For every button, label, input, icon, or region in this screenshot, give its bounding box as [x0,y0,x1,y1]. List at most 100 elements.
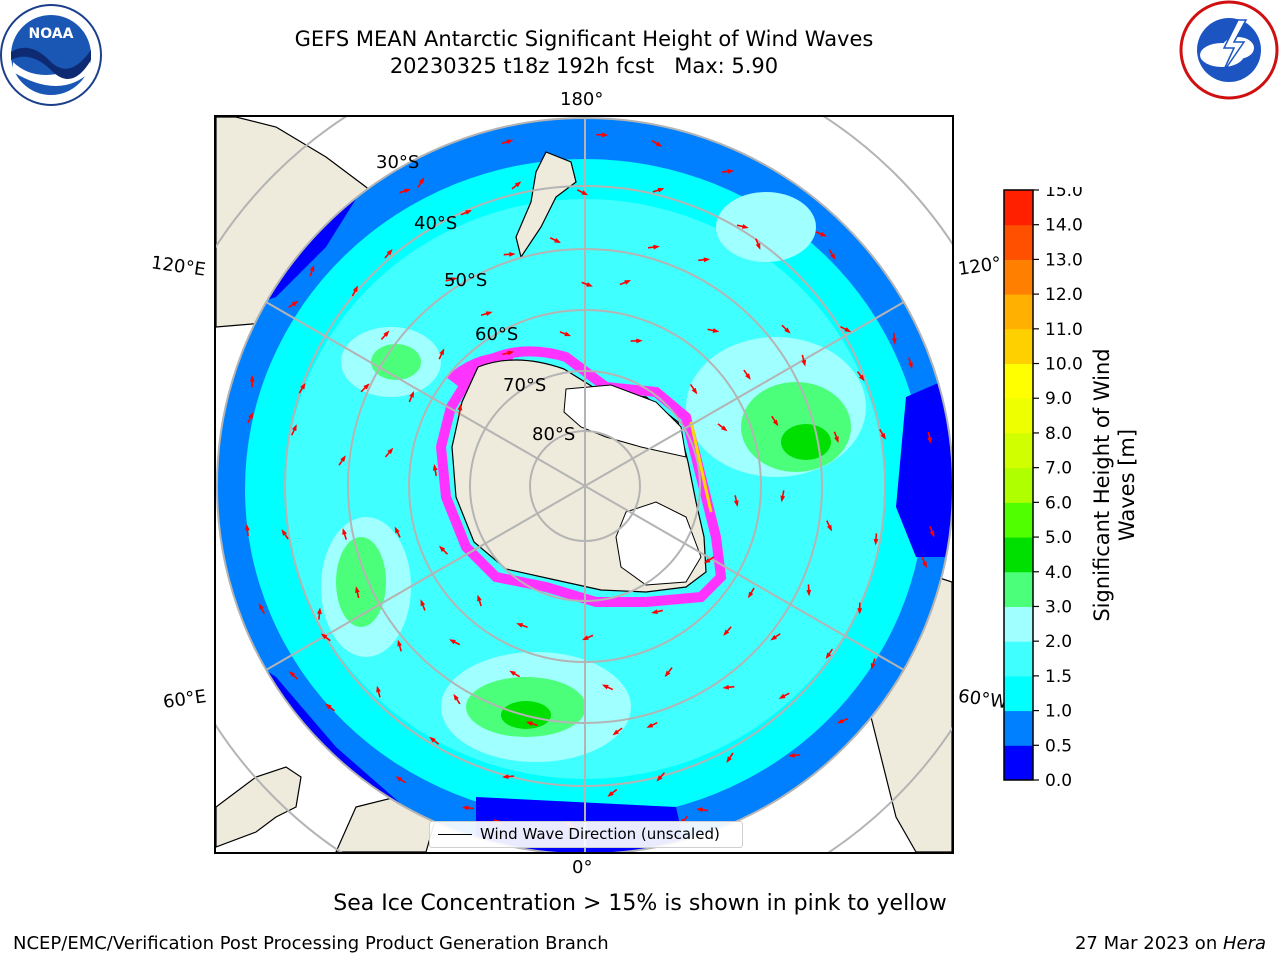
wave-direction-arrow [376,685,381,698]
colorbar-label: Significant Height of Wind Waves [m] [1090,348,1139,622]
wave-direction-arrow [394,526,401,538]
map-legend: Wind Wave Direction (unscaled) [429,821,743,848]
wave-direction-arrow [380,330,390,341]
wave-direction-arrow [873,533,879,546]
colorbar-segment [1004,571,1033,607]
colorbar-segment [1004,606,1033,642]
wave-direction-arrow [449,639,461,646]
wave-direction-arrow [245,524,250,537]
colorbar-segment [1004,467,1033,503]
colorbar-segment [1004,745,1033,781]
wave-direction-arrow [438,545,449,555]
wave-direction-arrow [722,684,735,690]
wave-direction-arrow [281,529,289,540]
colorbar-tick-label: 1.0 [1045,702,1072,722]
wave-direction-arrow [288,300,299,309]
wave-direction-arrow [320,633,331,642]
wave-direction-arrow [309,264,315,277]
land-new-zealand [515,151,577,259]
colorbar-segment [1004,363,1033,399]
wave-direction-arrow [651,609,664,614]
sea-ice-note: Sea Ice Concentration > 15% is shown in … [333,891,947,916]
colorbar-segment [1004,398,1033,434]
wave-direction-arrow [815,231,827,237]
wave-direction-arrow [338,455,346,466]
graticule [216,117,952,852]
land-africa [216,766,302,848]
wave-direction-arrow [509,670,521,678]
legend-label: Wind Wave Direction (unscaled) [480,825,720,843]
wave-direction-arrow [438,348,445,360]
lat-label-30s: 30°S [376,152,420,173]
wave-direction-arrow [696,807,709,813]
footer-credit: NCEP/EMC/Verification Post Processing Pr… [13,933,609,954]
colorbar-tick-label: 11.0 [1045,320,1083,340]
wave-direction-arrow [429,736,440,745]
wave-direction-arrow [249,375,255,388]
colorbar: 0.0 0.5 1.0 1.5 2.0 3.0 4.0 5.0 6.0 7.0 8.0 9.0 10.0… [1000,181,1140,791]
colorbar-segment [1004,224,1033,260]
footer-machine: Hera [1222,933,1266,954]
wave-direction-arrow [664,667,673,678]
wave-direction-arrow [601,684,614,691]
wave-direction-arrow [908,357,913,370]
wave-direction-arrow [780,490,786,503]
colorbar-frame [1003,189,1034,781]
colorbar-segment [1004,432,1033,469]
wave-direction-arrow [445,277,458,282]
wave-direction-arrow [576,189,589,196]
lat-label-60s: 60°S [475,324,519,345]
colorbar-tick-label: 2.0 [1045,632,1072,652]
lat-label-40s: 40°S [414,213,458,234]
wave-direction-arrow [747,587,755,599]
wave-direction-arrow [457,403,463,416]
wave-direction-arrow [781,324,791,334]
lon-label-120e: 120°E [149,252,207,281]
wave-direction-arrow [770,633,781,641]
wave-direction-arrow [771,415,779,427]
colorbar-segment [1004,328,1033,365]
wave-direction-arrow [726,752,734,764]
wave-direction-arrow [432,464,438,476]
colorbar-tick-label: 6.0 [1045,493,1072,513]
colorbar-segment [1004,502,1033,538]
colorbar-tick-label: 12.0 [1045,285,1083,305]
wave-direction-arrow [258,603,266,614]
wave-direction-arrow [698,257,711,263]
wave-direction-arrow [833,431,839,444]
wave-direction-arrow [355,586,360,599]
wave-direction-arrow [836,717,849,724]
wave-direction-arrow [825,648,834,660]
colorbar-segment [1004,190,1033,226]
wave-direction-arrow [801,354,807,367]
lon-label-0: 0° [572,857,593,878]
wave-direction-arrow [651,139,663,147]
wave-direction-arrow [630,338,643,344]
colorbar-segment [1004,294,1033,330]
lon-label-180: 180° [560,89,604,110]
wave-direction-arrow [927,431,932,444]
colorbar-segment [1004,537,1033,573]
wave-direction-arrow [778,692,790,699]
colorbar-segment [1004,710,1033,746]
legend-line-swatch [438,834,472,835]
wave-direction-arrow [870,658,876,670]
wave-direction-arrow [733,495,739,508]
colorbar-tick-label: 0.0 [1045,771,1072,787]
footer-date: 27 Mar 2023 on Hera [1075,933,1266,954]
wave-direction-arrow [397,639,402,652]
wave-direction-arrow [736,224,749,229]
wave-direction-arrow [384,447,394,458]
wave-direction-arrow [502,774,515,779]
wave-direction-arrow [511,181,522,190]
wave-direction-arrow [806,584,812,597]
colorbar-tick-label: 15.0 [1045,187,1083,201]
colorbar-tick-label: 14.0 [1045,216,1083,236]
wave-direction-arrow [703,556,715,564]
wave-direction-arrow [619,280,632,286]
colorbar-tick-label: 1.5 [1045,667,1072,687]
wave-direction-arrow [723,626,732,636]
wave-direction-arrow [317,607,322,620]
wave-direction-arrow [607,788,618,797]
colorbar-segment [1004,641,1033,677]
